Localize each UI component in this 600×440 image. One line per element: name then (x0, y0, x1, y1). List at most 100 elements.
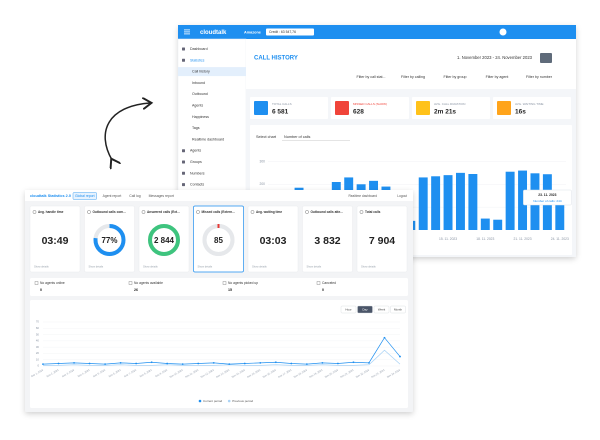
x-tick-label: Nov 6, 2023 (108, 369, 122, 379)
content-header (246, 39, 576, 89)
filter[interactable]: Filter by number (526, 75, 553, 79)
availability-panel (30, 278, 408, 296)
range-button[interactable] (357, 305, 373, 314)
header-link[interactable]: Realtime dashboard (348, 194, 377, 198)
sidebar-item[interactable]: Call history (192, 70, 210, 74)
sidebar-item[interactable]: Inbound (192, 81, 205, 85)
stat-label: AVG. CALL DURATION (434, 102, 465, 106)
card-footer[interactable]: Show details (198, 265, 213, 269)
range-button[interactable] (340, 305, 357, 314)
stat-card (302, 205, 353, 273)
select-value[interactable]: Number of calls (284, 135, 310, 139)
sidebar-item[interactable]: Agents (190, 149, 201, 153)
range-button[interactable] (390, 305, 406, 314)
filter[interactable]: Filter by group (444, 75, 467, 79)
tab[interactable]: Agent report (103, 194, 122, 198)
card-footer[interactable]: Show details (361, 265, 376, 269)
point (212, 361, 215, 364)
availability-value: 15 (228, 288, 232, 292)
card-footer[interactable]: Show details (143, 265, 158, 269)
sidebar-item[interactable]: Groups (190, 160, 202, 164)
card-footer[interactable]: Show details (307, 265, 322, 269)
availability-value: 0 (40, 288, 42, 292)
point (228, 363, 231, 366)
x-tick-label: Nov 2, 2023 (46, 369, 60, 379)
x-tick-label: Nov 9, 2023 (155, 369, 169, 379)
x-tick-label: 21. 11. 2023 (513, 237, 531, 241)
y-tick-label: 0 (37, 364, 39, 368)
stat-icon (497, 101, 511, 115)
checkbox (128, 281, 133, 285)
tab[interactable]: Messages report (149, 194, 174, 198)
date-button[interactable] (540, 53, 552, 63)
point (42, 363, 44, 366)
y-tick-label: 50 (36, 332, 40, 336)
card-title: Missed calls (Extern... (202, 210, 235, 214)
page-title: CALL HISTORY (254, 56, 298, 62)
menu-icon (184, 29, 190, 31)
x-tick-label: Nov 8, 2023 (139, 369, 153, 379)
x-tick-label: 15. 11. 2023 (439, 237, 457, 241)
card-footer[interactable]: Show details (252, 265, 267, 269)
avatar (499, 28, 507, 36)
legend-label[interactable]: Previous period (232, 399, 253, 403)
sidebar-item[interactable]: Tags (192, 126, 200, 130)
sidebar-item[interactable]: Numbers (190, 171, 205, 175)
bar (518, 170, 528, 230)
sidebar-item[interactable]: Statistics (190, 58, 205, 62)
x-tick-label: Nov 21, 2023 (340, 369, 355, 379)
card-icon (141, 210, 146, 214)
x-tick-label: Nov 11, 2023 (185, 369, 200, 379)
filter[interactable]: Filter by agent (486, 75, 509, 79)
x-tick-label: 24. 11. 2023 (551, 237, 569, 241)
point (274, 361, 277, 364)
card-footer[interactable]: Show details (89, 265, 104, 269)
tab[interactable]: Call log (129, 194, 140, 198)
tooltip-title: 23. 11. 2023 (538, 193, 556, 197)
sidebar-item[interactable]: Contacts (190, 183, 204, 187)
point (88, 362, 91, 365)
range-label[interactable]: Hour (345, 307, 351, 311)
legend-label[interactable]: Current period (203, 399, 223, 403)
legend-marker (227, 399, 231, 403)
availability-label: No agents available (134, 281, 163, 285)
sidebar-item[interactable]: Happiness (192, 115, 209, 119)
range-label[interactable]: Day (362, 307, 368, 311)
range-label[interactable]: Month (394, 307, 402, 311)
logo: cloudtalk (200, 30, 227, 36)
sidebar-item[interactable]: Realtime dashboard (192, 137, 224, 141)
card-icon (359, 210, 364, 214)
credit: Credit : 63 547,76 (269, 30, 296, 34)
point (259, 361, 262, 364)
point (150, 361, 153, 364)
sidebar-icon (182, 149, 185, 153)
date-range[interactable]: 1. November 2023 - 24. November 2023 (457, 55, 533, 60)
sidebar-item[interactable]: Agents (192, 103, 203, 107)
card-footer[interactable]: Show details (34, 265, 49, 269)
chart-panel (30, 300, 408, 408)
bar (493, 219, 503, 230)
stat-value: 6 581 (272, 109, 289, 116)
y-tick-label: 200 (259, 182, 265, 186)
tab[interactable]: Global report (75, 194, 95, 198)
sidebar-item[interactable]: Dashboard (190, 47, 208, 51)
card-title: Total calls (365, 210, 381, 214)
filter[interactable]: Filter by calling (401, 75, 425, 79)
point (399, 355, 401, 358)
range-label[interactable]: Week (378, 307, 386, 311)
point (383, 336, 386, 339)
select-label: Select chart (256, 135, 277, 139)
sidebar-item[interactable]: Outbound (192, 92, 208, 96)
x-tick-label: Nov 16, 2023 (262, 369, 277, 379)
filter[interactable]: Filter by call stat... (357, 75, 386, 79)
tooltip-text: Number of calls: 244 (533, 199, 562, 203)
logo: cloudtalk Statistics 2.0 (30, 194, 71, 198)
top-bar (178, 25, 576, 39)
y-tick-label: 20 (36, 351, 40, 355)
range-button[interactable] (373, 305, 390, 314)
header-link[interactable]: Logout (397, 194, 407, 198)
ring-arc (93, 224, 126, 256)
legend-marker (198, 399, 202, 403)
tab-highlight (72, 192, 97, 200)
card-icon (87, 210, 91, 214)
